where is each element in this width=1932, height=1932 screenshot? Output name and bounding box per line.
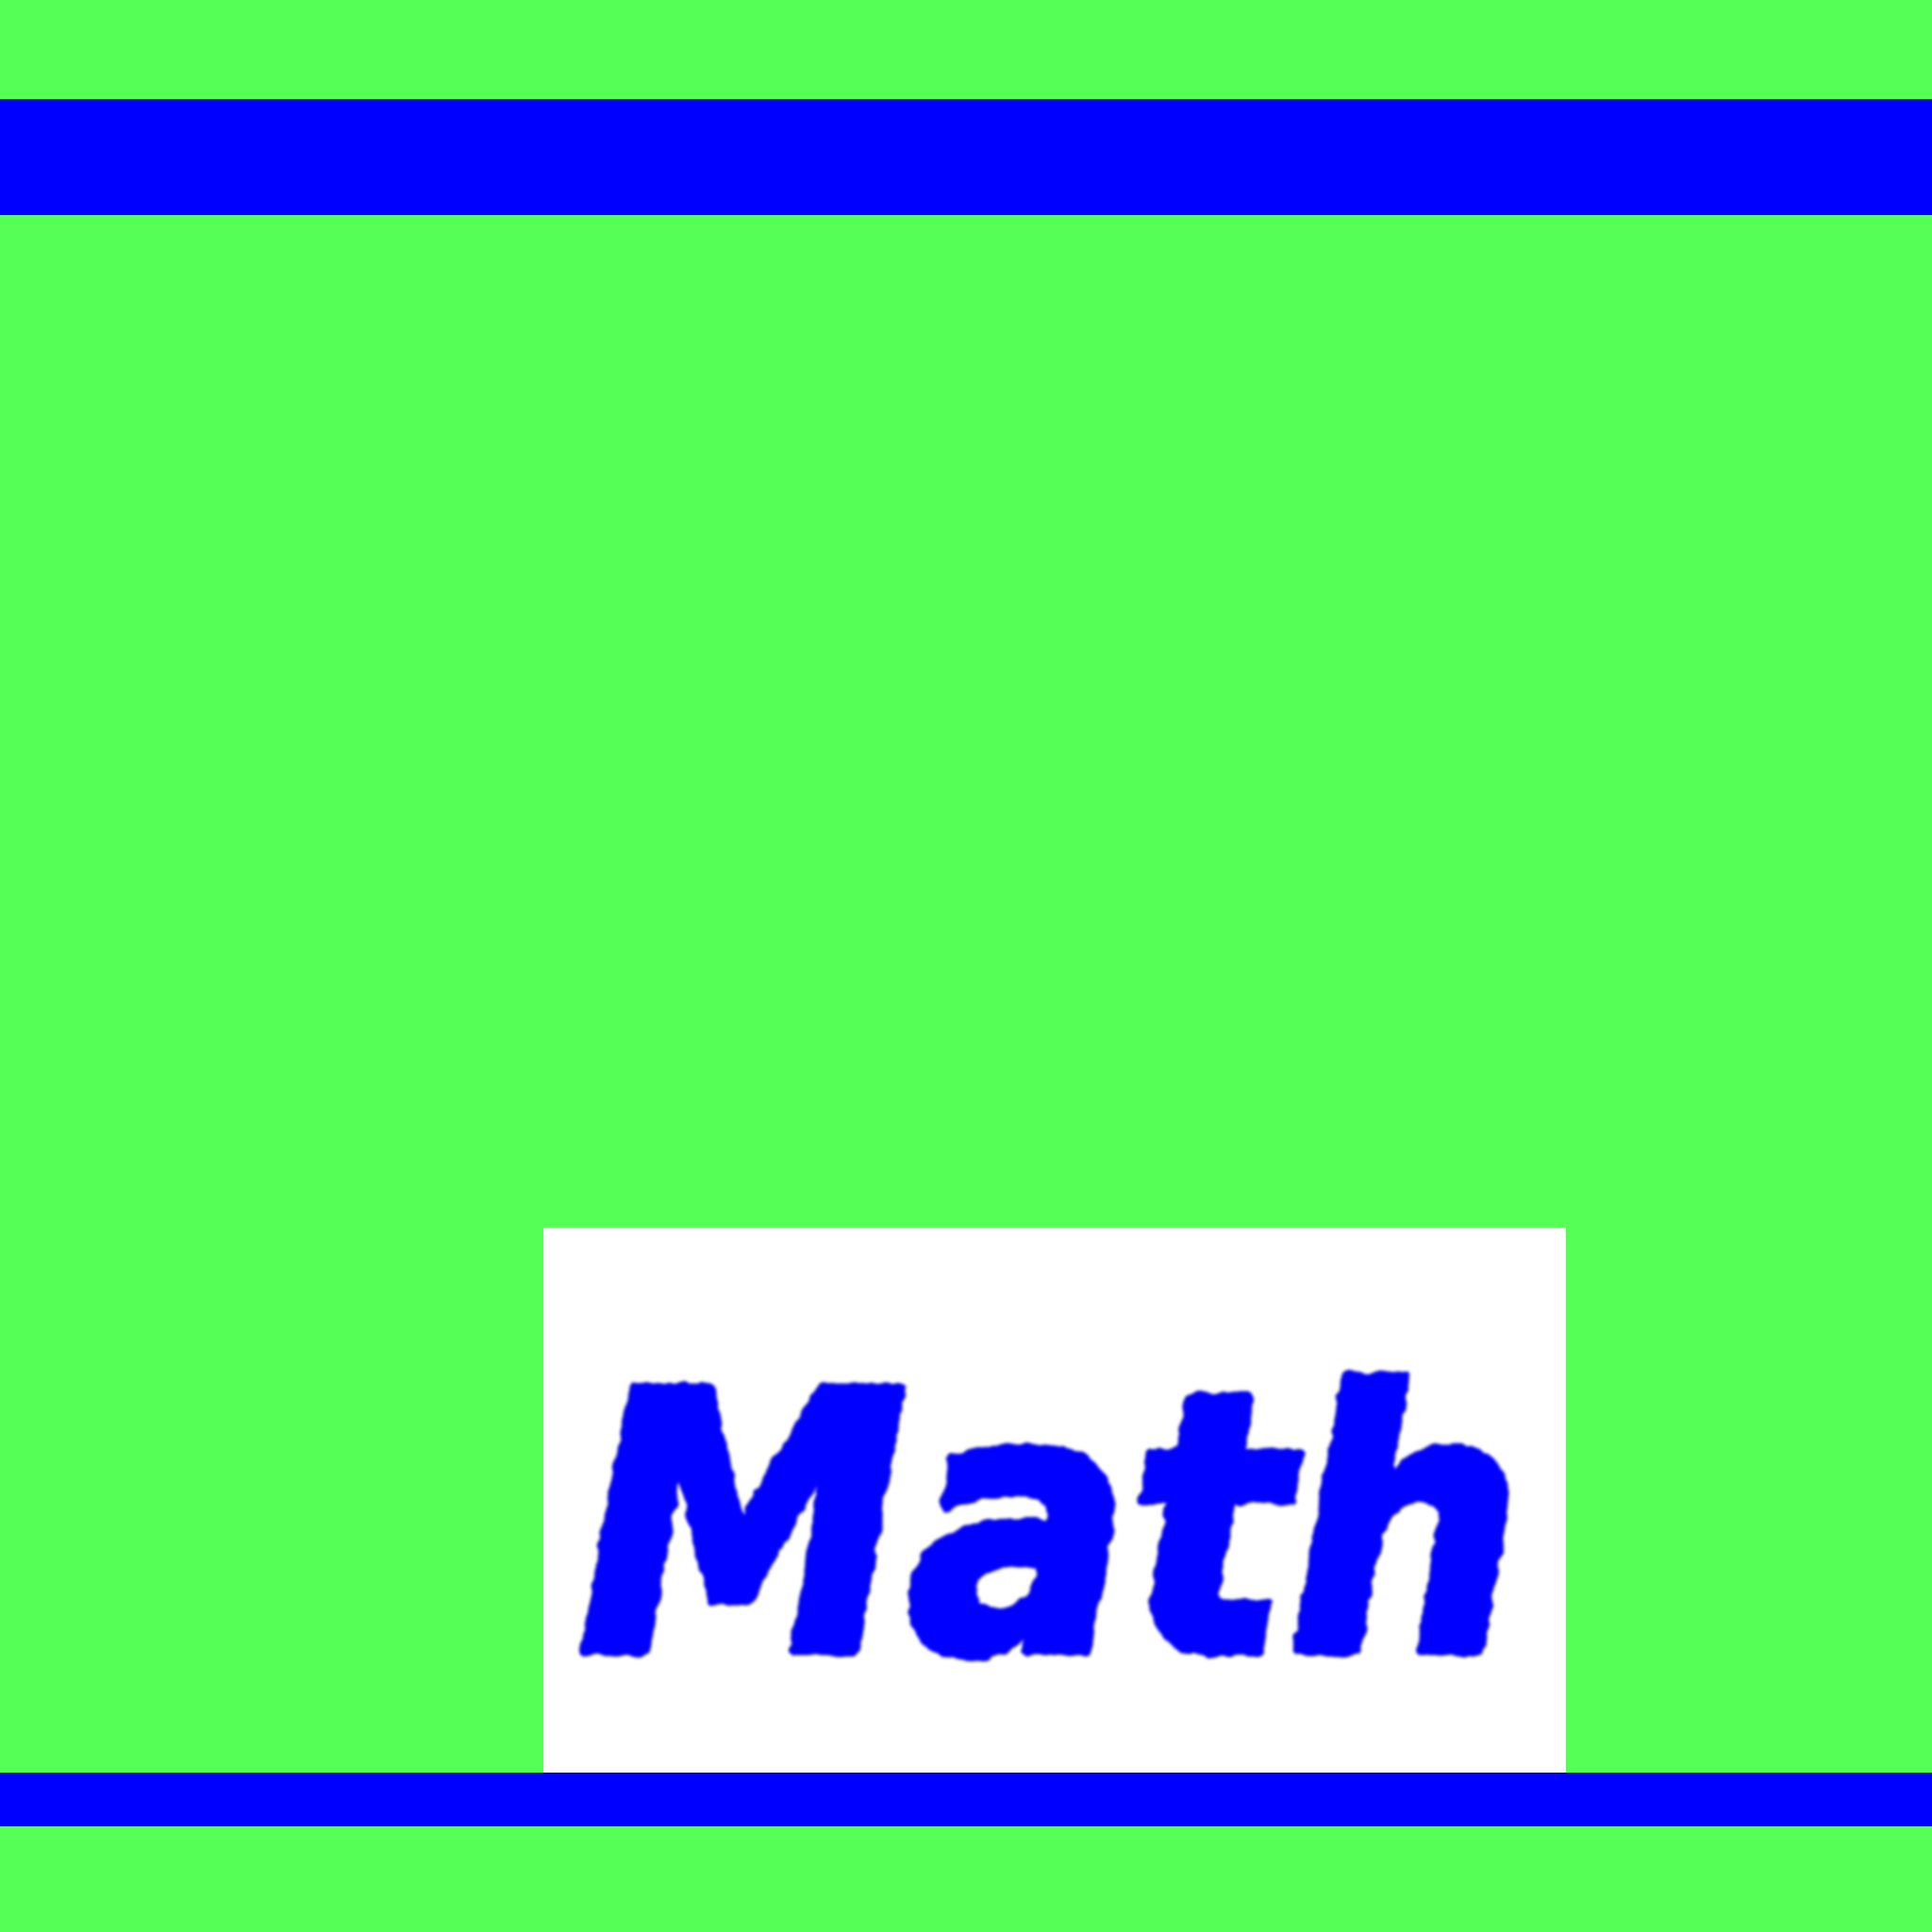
bottom-stripe [0,1773,1932,1826]
subject-label-card: Math [543,1227,1566,1773]
subject-label-text: Math [579,1317,1523,1735]
subject-label: Math [574,1311,1528,1740]
top-stripe [0,99,1932,215]
